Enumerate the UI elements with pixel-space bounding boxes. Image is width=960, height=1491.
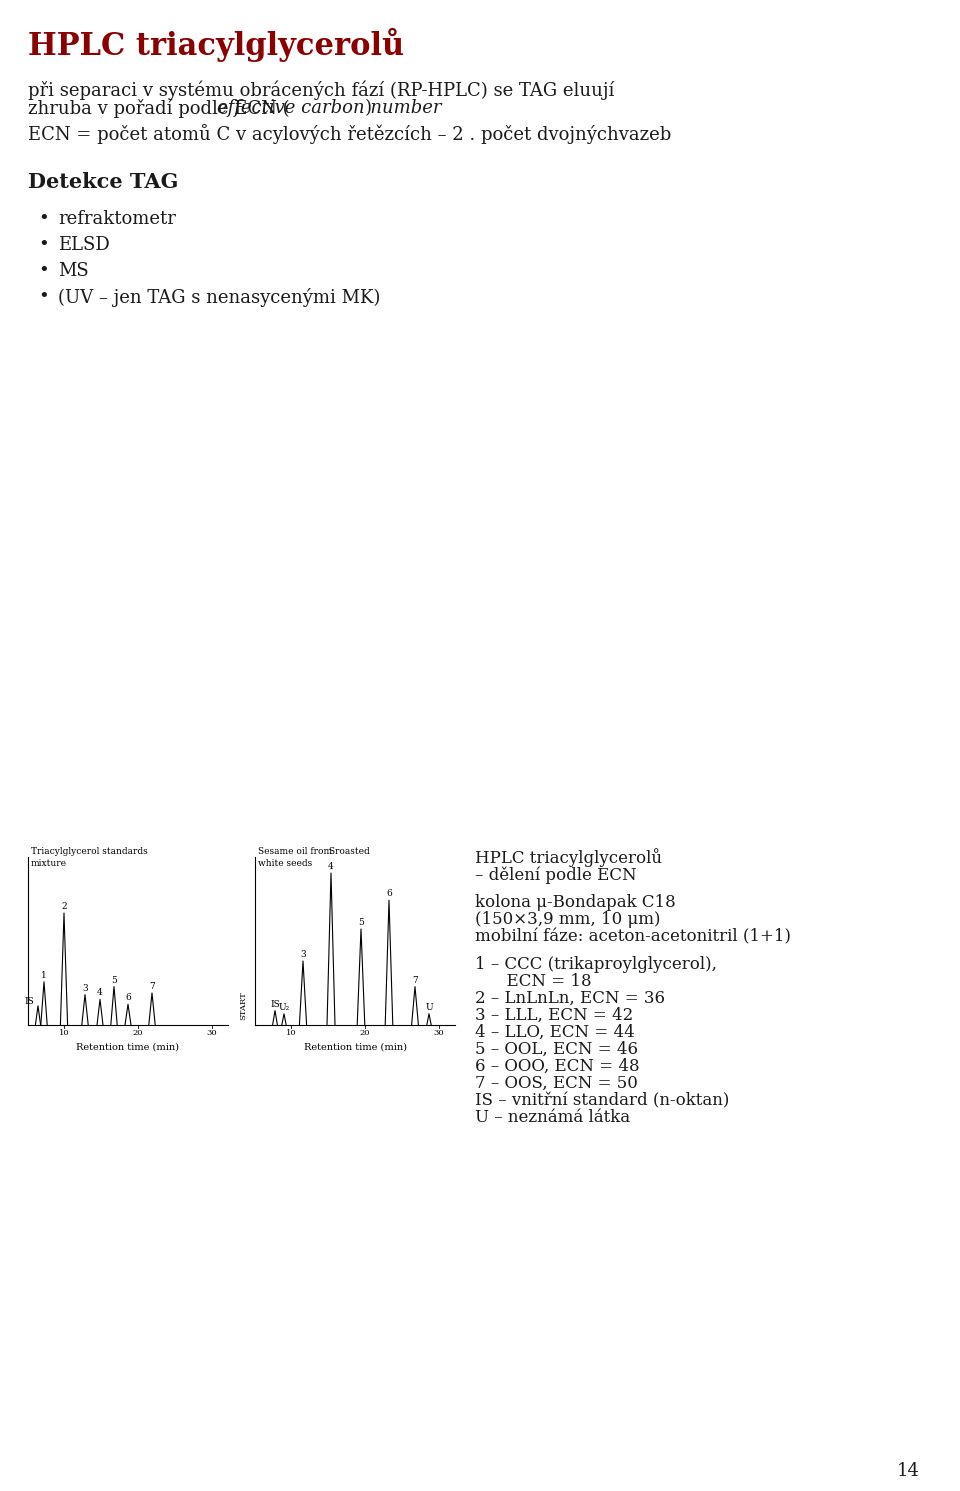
Text: ECN = počet atomů C v acylových řetězcích – 2 . počet dvojnýchvazeb: ECN = počet atomů C v acylových řetězcíc… xyxy=(28,124,671,145)
Text: 14: 14 xyxy=(898,1463,920,1481)
Text: Sesame oil from roasted: Sesame oil from roasted xyxy=(258,847,370,856)
Text: 6 – OOO, ECN = 48: 6 – OOO, ECN = 48 xyxy=(475,1059,639,1075)
Text: Detekce TAG: Detekce TAG xyxy=(28,171,179,192)
Text: při separaci v systému obrácených fází (RP-HPLC) se TAG eluují: při separaci v systému obrácených fází (… xyxy=(28,81,614,100)
Text: •: • xyxy=(38,288,49,306)
Text: 3: 3 xyxy=(300,950,306,959)
Text: 2: 2 xyxy=(61,902,67,911)
Text: – dělení podle ECN: – dělení podle ECN xyxy=(475,866,636,884)
Text: 30: 30 xyxy=(206,1029,217,1038)
Text: 5 – OOL, ECN = 46: 5 – OOL, ECN = 46 xyxy=(475,1041,638,1059)
Text: ECN = 18: ECN = 18 xyxy=(475,974,591,990)
Text: 1 – CCC (trikaproylglycerol),: 1 – CCC (trikaproylglycerol), xyxy=(475,956,717,974)
Text: 6: 6 xyxy=(386,889,392,898)
Text: Retention time (min): Retention time (min) xyxy=(77,1044,180,1053)
Text: Triacylglycerol standards: Triacylglycerol standards xyxy=(31,847,148,856)
Text: START: START xyxy=(239,992,247,1020)
Text: effective carbon number: effective carbon number xyxy=(217,98,442,116)
Text: MS: MS xyxy=(58,262,88,280)
Text: zhruba v pořadí podle ECN (: zhruba v pořadí podle ECN ( xyxy=(28,98,290,118)
Text: S: S xyxy=(328,847,334,856)
Text: 7 – OOS, ECN = 50: 7 – OOS, ECN = 50 xyxy=(475,1075,637,1091)
Text: HPLC triacylglycerolů: HPLC triacylglycerolů xyxy=(475,848,662,866)
Text: (UV – jen TAG s nenasycenými MK): (UV – jen TAG s nenasycenými MK) xyxy=(58,288,380,307)
Text: 4 – LLO, ECN = 44: 4 – LLO, ECN = 44 xyxy=(475,1024,635,1041)
Text: mobilní fáze: aceton-acetonitril (1+1): mobilní fáze: aceton-acetonitril (1+1) xyxy=(475,927,791,945)
Text: •: • xyxy=(38,262,49,280)
Text: 2 – LnLnLn, ECN = 36: 2 – LnLnLn, ECN = 36 xyxy=(475,990,665,1006)
Text: •: • xyxy=(38,210,49,228)
Text: 7: 7 xyxy=(149,983,155,992)
Text: •: • xyxy=(38,236,49,253)
Text: 4: 4 xyxy=(328,862,334,871)
Text: 30: 30 xyxy=(434,1029,444,1038)
Text: 5: 5 xyxy=(111,975,117,984)
Text: 10: 10 xyxy=(286,1029,297,1038)
Text: 20: 20 xyxy=(132,1029,143,1038)
Text: IS: IS xyxy=(270,999,280,1008)
Text: 20: 20 xyxy=(360,1029,371,1038)
Text: 4: 4 xyxy=(97,989,103,997)
Text: HPLC triacylglycerolů: HPLC triacylglycerolů xyxy=(28,28,404,63)
Text: mixture: mixture xyxy=(31,859,67,868)
Text: U₂: U₂ xyxy=(278,1003,290,1012)
Text: ): ) xyxy=(365,98,372,116)
Text: 6: 6 xyxy=(125,993,131,1002)
Text: 3: 3 xyxy=(83,984,87,993)
Text: 3 – LLL, ECN = 42: 3 – LLL, ECN = 42 xyxy=(475,1006,634,1024)
Text: U: U xyxy=(425,1003,433,1012)
Text: 5: 5 xyxy=(358,918,364,927)
Text: ELSD: ELSD xyxy=(58,236,109,253)
Text: 7: 7 xyxy=(412,975,418,984)
Text: kolona μ-Bondapak C18: kolona μ-Bondapak C18 xyxy=(475,895,676,911)
Text: refraktometr: refraktometr xyxy=(58,210,176,228)
Text: IS – vnitřní standard (n-oktan): IS – vnitřní standard (n-oktan) xyxy=(475,1091,730,1109)
Text: (150×3,9 mm, 10 μm): (150×3,9 mm, 10 μm) xyxy=(475,911,660,927)
Text: 10: 10 xyxy=(59,1029,69,1038)
Text: white seeds: white seeds xyxy=(258,859,312,868)
Text: IS: IS xyxy=(25,997,35,1006)
Text: U – neznámá látka: U – neznámá látka xyxy=(475,1109,630,1126)
Text: Retention time (min): Retention time (min) xyxy=(303,1044,406,1053)
Text: 1: 1 xyxy=(41,971,47,980)
